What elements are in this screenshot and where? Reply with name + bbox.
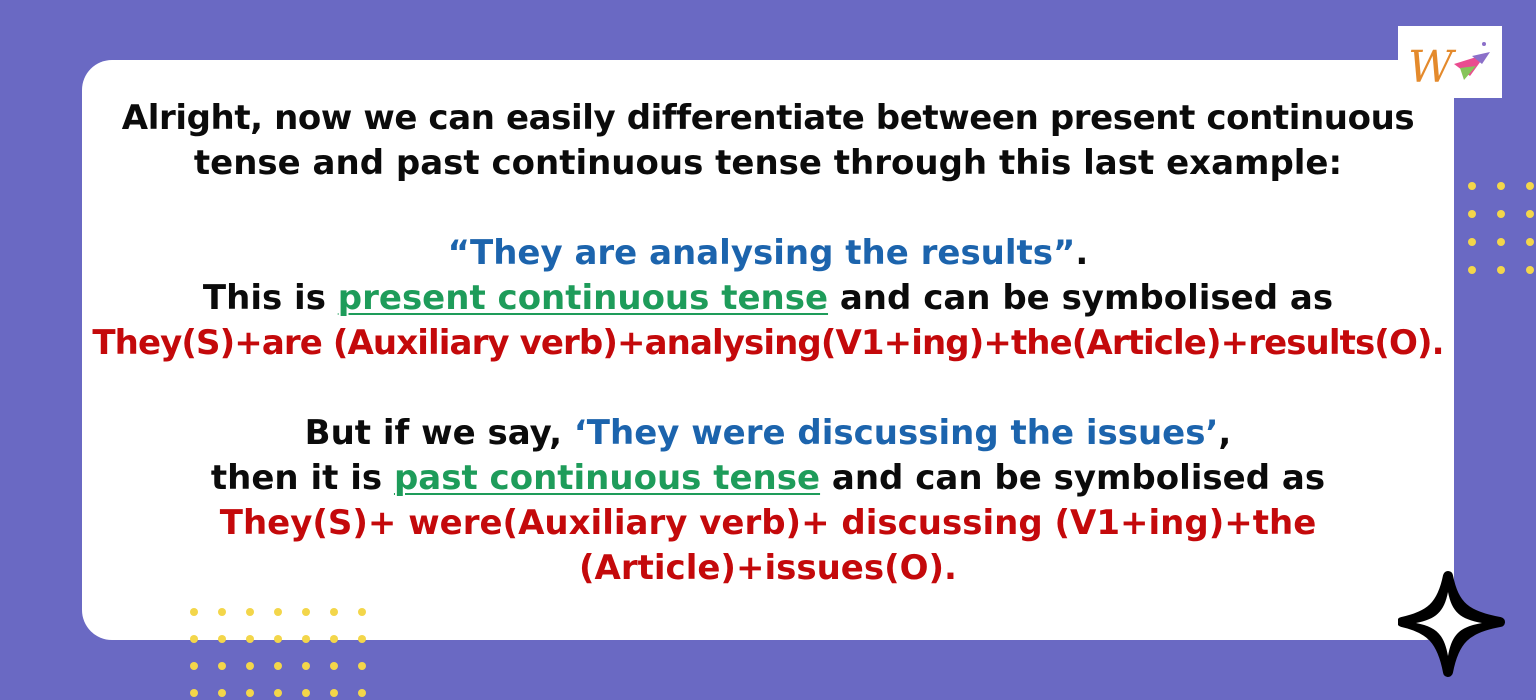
decorative-dot	[302, 635, 310, 643]
decorative-dot	[1468, 210, 1476, 218]
decorative-dot	[274, 689, 282, 697]
spacer	[82, 366, 1454, 411]
example2-line2-prefix: then it is	[210, 458, 394, 498]
decorative-dot	[1526, 266, 1534, 274]
example1-period: .	[1075, 233, 1089, 273]
decorative-dot	[218, 689, 226, 697]
example1-formula: They(S)+are (Auxiliary verb)+analysing(V…	[92, 323, 1444, 363]
decorative-dot	[1497, 266, 1505, 274]
content-card	[82, 60, 1454, 640]
decorative-dot	[190, 662, 198, 670]
decorative-dot	[1526, 238, 1534, 246]
decorative-dot	[274, 608, 282, 616]
decorative-dot	[218, 662, 226, 670]
past-continuous-tense-link[interactable]: past continuous tense	[393, 458, 821, 498]
example1-quote: “They are analysing the results”	[447, 233, 1076, 273]
spacer	[82, 186, 1454, 231]
logo-dot	[1482, 42, 1486, 46]
decorative-dot	[218, 608, 226, 616]
lesson-text: Alright, now we can easily differentiate…	[82, 96, 1454, 591]
decorative-dot	[1526, 182, 1534, 190]
decorative-dot	[246, 635, 254, 643]
example2-quote: ‘They were discussing the issues’	[573, 413, 1219, 453]
decorative-dot	[246, 608, 254, 616]
example1-description-line: This is present continuous tense and can…	[82, 276, 1454, 321]
decorative-dot	[1497, 210, 1505, 218]
decorative-dot	[1497, 182, 1505, 190]
example1-quote-line: “They are analysing the results”.	[82, 231, 1454, 276]
example1-suffix: and can be symbolised as	[828, 278, 1334, 318]
present-continuous-tense-link[interactable]: present continuous tense	[337, 278, 829, 318]
decorative-dot	[246, 689, 254, 697]
intro-line-2: tense and past continuous tense through …	[193, 143, 1343, 183]
decorative-dot	[358, 689, 366, 697]
decorative-dot	[218, 635, 226, 643]
decorative-dot	[330, 689, 338, 697]
decorative-dot	[302, 662, 310, 670]
decorative-dot	[1468, 266, 1476, 274]
example2-formula-line-2: (Article)+issues(O).	[579, 548, 957, 588]
example2-line2-suffix: and can be symbolised as	[820, 458, 1326, 498]
logo-green-triangle	[1460, 66, 1476, 80]
decorative-dot	[1526, 210, 1534, 218]
decorative-dot	[302, 608, 310, 616]
decorative-dot	[302, 689, 310, 697]
intro-line-1: Alright, now we can easily differentiate…	[121, 98, 1415, 138]
example2-prefix: But if we say,	[304, 413, 574, 453]
logo-w-letter: W	[1408, 42, 1457, 93]
decorative-dot	[190, 689, 198, 697]
decorative-dot	[358, 635, 366, 643]
decorative-dot-grid-left	[190, 608, 380, 700]
example2-description-line: then it is past continuous tense and can…	[82, 456, 1454, 501]
example2-formula-line-1: They(S)+ were(Auxiliary verb)+ discussin…	[219, 503, 1317, 543]
example2-comma: ,	[1218, 413, 1232, 453]
decorative-dot	[274, 662, 282, 670]
decorative-dot	[274, 635, 282, 643]
decorative-dot	[1468, 182, 1476, 190]
four-point-sparkle-icon	[1397, 570, 1508, 680]
decorative-dot	[1468, 238, 1476, 246]
decorative-dot	[246, 662, 254, 670]
decorative-dot	[330, 662, 338, 670]
decorative-dot	[358, 662, 366, 670]
sparkle-inner	[1416, 592, 1482, 656]
decorative-dot	[190, 608, 198, 616]
decorative-dot	[330, 635, 338, 643]
example2-quote-line: But if we say, ‘They were discussing the…	[82, 411, 1454, 456]
decorative-dot	[190, 635, 198, 643]
example1-prefix: This is	[202, 278, 338, 318]
decorative-dot	[358, 608, 366, 616]
w-brand-logo-icon: W	[1398, 26, 1502, 98]
decorative-dot	[330, 608, 338, 616]
decorative-dot	[1497, 238, 1505, 246]
logo-purple-triangle	[1472, 52, 1490, 64]
